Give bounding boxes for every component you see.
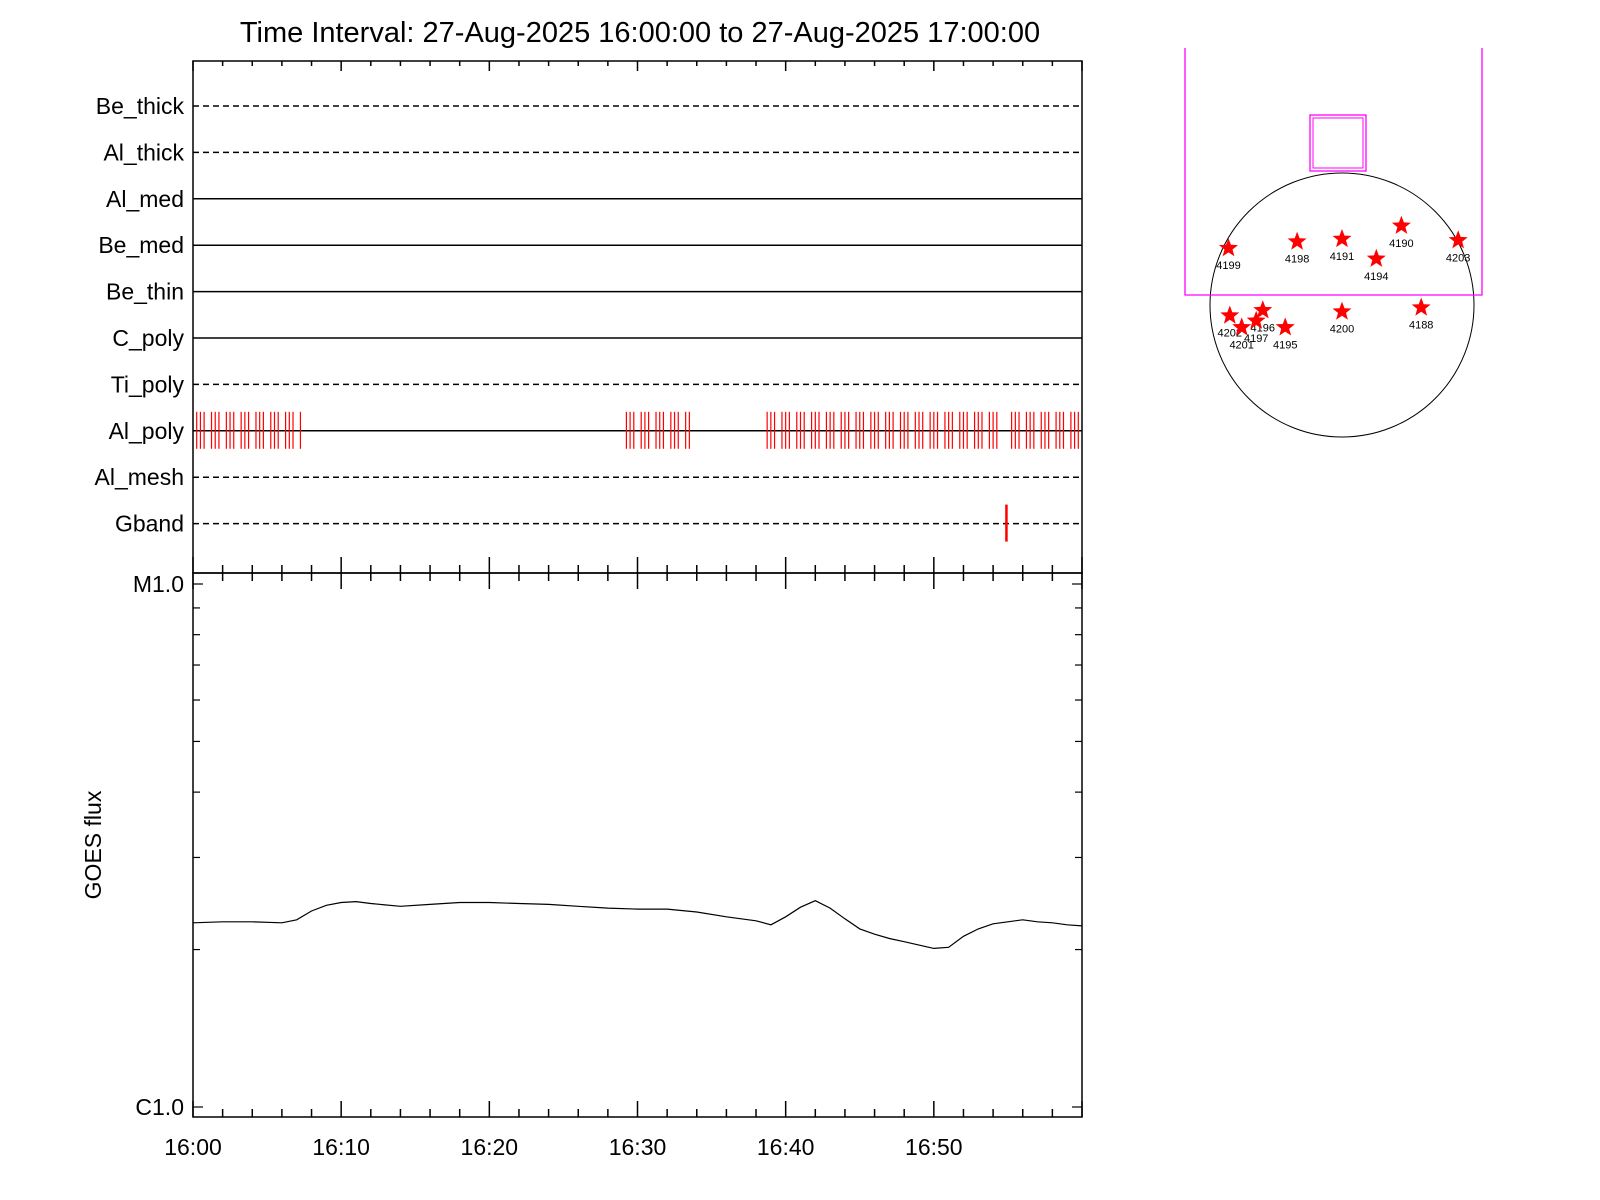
active-region-label: 4197 [1244, 333, 1268, 345]
active-region-star [1332, 229, 1352, 248]
filter-label-al_mesh: Al_mesh [95, 464, 184, 490]
active-region-star [1287, 231, 1307, 250]
filter-label-ti_poly: Ti_poly [111, 371, 185, 397]
active-region-star [1253, 300, 1273, 319]
goes-panel: GOES flux M1.0 C1.0 16:00 16:10 16:20 16:30… [80, 571, 1083, 1160]
active-region-label: 4198 [1285, 254, 1309, 266]
active-region-label: 4200 [1330, 324, 1354, 336]
active-region-label: 4199 [1216, 260, 1240, 272]
active-region-star [1332, 301, 1352, 320]
fov-box-small [1309, 114, 1367, 172]
active-region-star [1411, 297, 1431, 316]
x-tick-label: 16:00 [164, 1134, 222, 1160]
active-region-label: 4188 [1409, 320, 1433, 332]
filter-label-c_poly: C_poly [112, 325, 184, 351]
filter-label-al_poly: Al_poly [109, 418, 185, 444]
active-region-label: 4202 [1218, 328, 1242, 340]
timeline-frame [192, 60, 1083, 574]
active-region-label: 4191 [1330, 251, 1354, 263]
active-region-star [1448, 230, 1468, 249]
solar-disk [1209, 172, 1475, 438]
active-region-label: 4190 [1389, 238, 1413, 250]
active-region-label: 4203 [1446, 252, 1470, 264]
active-region-label: 4194 [1364, 271, 1388, 283]
x-tick-label: 16:20 [461, 1134, 519, 1160]
filter-label-be_thick: Be_thick [96, 93, 185, 119]
fov-box-small-inner [1312, 117, 1364, 169]
x-tick-label: 16:10 [312, 1134, 370, 1160]
active-region-star [1246, 310, 1266, 329]
active-region-star [1219, 238, 1238, 257]
active-region-star [1232, 317, 1252, 336]
filter-label-al_med: Al_med [106, 186, 184, 212]
goes-ylabel: GOES flux [80, 790, 106, 899]
active-region-star [1391, 215, 1411, 234]
x-tick-label: 16:30 [609, 1134, 667, 1160]
active-region-star [1220, 305, 1240, 324]
filter-label-gband: Gband [115, 511, 184, 537]
goes-ytick-top: M1.0 [133, 571, 184, 597]
active-region-label: 4201 [1229, 339, 1253, 351]
filter-label-al_thick: Al_thick [103, 139, 184, 165]
active-region-label: 4195 [1273, 339, 1297, 351]
filter-label-be_thin: Be_thin [106, 279, 184, 305]
goes-ytick-bottom: C1.0 [135, 1094, 184, 1120]
filter-label-be_med: Be_med [98, 232, 184, 258]
x-tick-label: 16:40 [757, 1134, 815, 1160]
active-region-star [1275, 317, 1295, 336]
x-tick-label: 16:50 [905, 1134, 963, 1160]
goes-flux-line [192, 900, 1083, 950]
chart-title: Time Interval: 27-Aug-2025 16:00:00 to 2… [240, 17, 1040, 49]
active-region-star [1366, 248, 1386, 267]
fov-box-large [1184, 48, 1483, 296]
timeline-panel: Be_thick Al_thick Al_med Be_med Be_thin C_pol… [95, 60, 1083, 574]
goes-frame [192, 572, 1083, 1118]
